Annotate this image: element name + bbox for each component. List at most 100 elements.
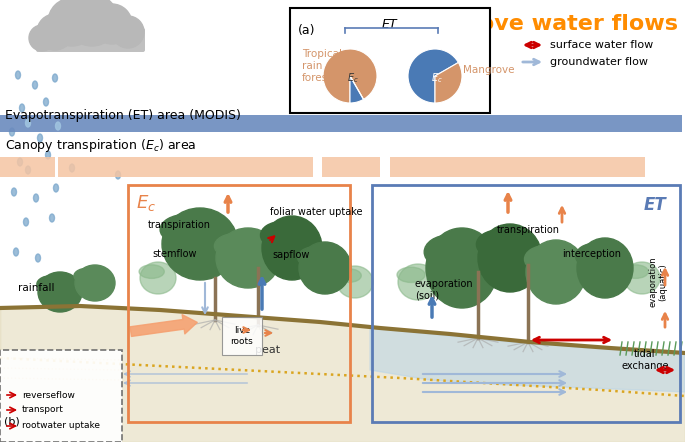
Ellipse shape xyxy=(14,248,18,256)
Text: $E_c$: $E_c$ xyxy=(431,71,443,85)
Ellipse shape xyxy=(38,134,42,142)
FancyBboxPatch shape xyxy=(0,157,55,177)
Ellipse shape xyxy=(337,266,373,298)
Wedge shape xyxy=(408,49,458,103)
Ellipse shape xyxy=(53,184,58,192)
Ellipse shape xyxy=(525,246,566,273)
Circle shape xyxy=(29,25,55,51)
Polygon shape xyxy=(370,328,685,392)
Ellipse shape xyxy=(140,262,176,294)
FancyArrowPatch shape xyxy=(130,315,197,336)
Ellipse shape xyxy=(75,265,115,301)
Ellipse shape xyxy=(23,218,29,226)
Text: evaporation
(aquatic): evaporation (aquatic) xyxy=(648,257,668,307)
Text: transpiration: transpiration xyxy=(148,220,211,230)
Ellipse shape xyxy=(426,228,498,308)
Ellipse shape xyxy=(49,214,55,222)
Text: surface water flow: surface water flow xyxy=(550,40,653,50)
Ellipse shape xyxy=(74,268,102,283)
Wedge shape xyxy=(350,76,364,103)
Ellipse shape xyxy=(38,272,82,312)
Text: $E_c$: $E_c$ xyxy=(347,71,359,85)
Ellipse shape xyxy=(526,240,586,304)
Wedge shape xyxy=(435,62,462,103)
Text: rainfall: rainfall xyxy=(18,283,55,293)
Text: Tropical: Tropical xyxy=(302,49,342,59)
Text: Mangrove water flows: Mangrove water flows xyxy=(399,14,678,34)
FancyBboxPatch shape xyxy=(390,157,645,177)
Ellipse shape xyxy=(12,188,16,196)
FancyBboxPatch shape xyxy=(58,157,313,177)
Text: live
roots: live roots xyxy=(231,326,253,346)
Ellipse shape xyxy=(25,166,31,174)
Ellipse shape xyxy=(19,104,25,112)
Text: (a): (a) xyxy=(298,24,316,37)
Text: interception: interception xyxy=(562,249,621,259)
Ellipse shape xyxy=(34,194,38,202)
Circle shape xyxy=(112,16,144,48)
Text: Mangrove: Mangrove xyxy=(463,65,514,75)
Text: sapflow: sapflow xyxy=(272,250,310,260)
Ellipse shape xyxy=(398,264,438,300)
Text: rain: rain xyxy=(302,61,323,71)
Ellipse shape xyxy=(336,269,361,282)
Wedge shape xyxy=(350,76,364,99)
Ellipse shape xyxy=(160,214,213,245)
Ellipse shape xyxy=(116,171,121,179)
Text: (b): (b) xyxy=(4,416,20,426)
Text: transport: transport xyxy=(22,405,64,415)
Ellipse shape xyxy=(45,151,51,159)
Ellipse shape xyxy=(476,230,521,259)
Text: rootwater uptake: rootwater uptake xyxy=(22,422,100,431)
FancyBboxPatch shape xyxy=(0,115,682,132)
Text: stemflow: stemflow xyxy=(152,249,197,259)
Text: $E_c$: $E_c$ xyxy=(136,193,156,213)
FancyBboxPatch shape xyxy=(0,350,122,442)
Text: foliar water uptake: foliar water uptake xyxy=(270,207,362,217)
Text: reverseflow: reverseflow xyxy=(22,390,75,400)
Ellipse shape xyxy=(260,221,303,249)
Ellipse shape xyxy=(298,247,334,269)
Text: tidal
exchange: tidal exchange xyxy=(621,349,669,371)
Ellipse shape xyxy=(55,122,60,130)
Circle shape xyxy=(92,4,132,44)
FancyBboxPatch shape xyxy=(290,8,490,113)
Ellipse shape xyxy=(44,98,49,106)
Ellipse shape xyxy=(624,262,660,294)
Wedge shape xyxy=(323,49,377,103)
Ellipse shape xyxy=(32,81,38,89)
Ellipse shape xyxy=(36,254,40,262)
Text: Evapotranspiration (ET) area (MODIS): Evapotranspiration (ET) area (MODIS) xyxy=(5,108,241,122)
Text: forest: forest xyxy=(302,73,332,83)
Ellipse shape xyxy=(37,275,68,293)
Ellipse shape xyxy=(575,243,615,269)
FancyBboxPatch shape xyxy=(36,28,145,52)
Circle shape xyxy=(37,14,73,50)
Text: transpiration: transpiration xyxy=(497,225,560,235)
FancyBboxPatch shape xyxy=(322,157,380,177)
Ellipse shape xyxy=(397,267,425,282)
Text: groundwater flow: groundwater flow xyxy=(550,57,648,67)
Circle shape xyxy=(66,0,118,46)
Ellipse shape xyxy=(478,224,542,292)
Text: $ET$: $ET$ xyxy=(381,18,399,31)
Ellipse shape xyxy=(69,164,75,172)
Text: Canopy transpiration ($E_c$) area: Canopy transpiration ($E_c$) area xyxy=(5,137,197,153)
Text: ET: ET xyxy=(643,196,666,214)
Ellipse shape xyxy=(216,228,280,288)
Ellipse shape xyxy=(623,265,648,278)
Text: evaporation
(soil): evaporation (soil) xyxy=(415,279,473,301)
Ellipse shape xyxy=(424,235,475,269)
Ellipse shape xyxy=(10,128,14,136)
Circle shape xyxy=(48,0,96,46)
Ellipse shape xyxy=(16,71,21,79)
Ellipse shape xyxy=(18,158,23,166)
Text: peat: peat xyxy=(256,345,281,355)
Ellipse shape xyxy=(162,208,238,280)
Ellipse shape xyxy=(214,233,259,259)
Ellipse shape xyxy=(139,265,164,278)
Ellipse shape xyxy=(25,119,31,127)
Ellipse shape xyxy=(577,238,633,298)
Ellipse shape xyxy=(262,216,322,280)
Ellipse shape xyxy=(299,242,351,294)
